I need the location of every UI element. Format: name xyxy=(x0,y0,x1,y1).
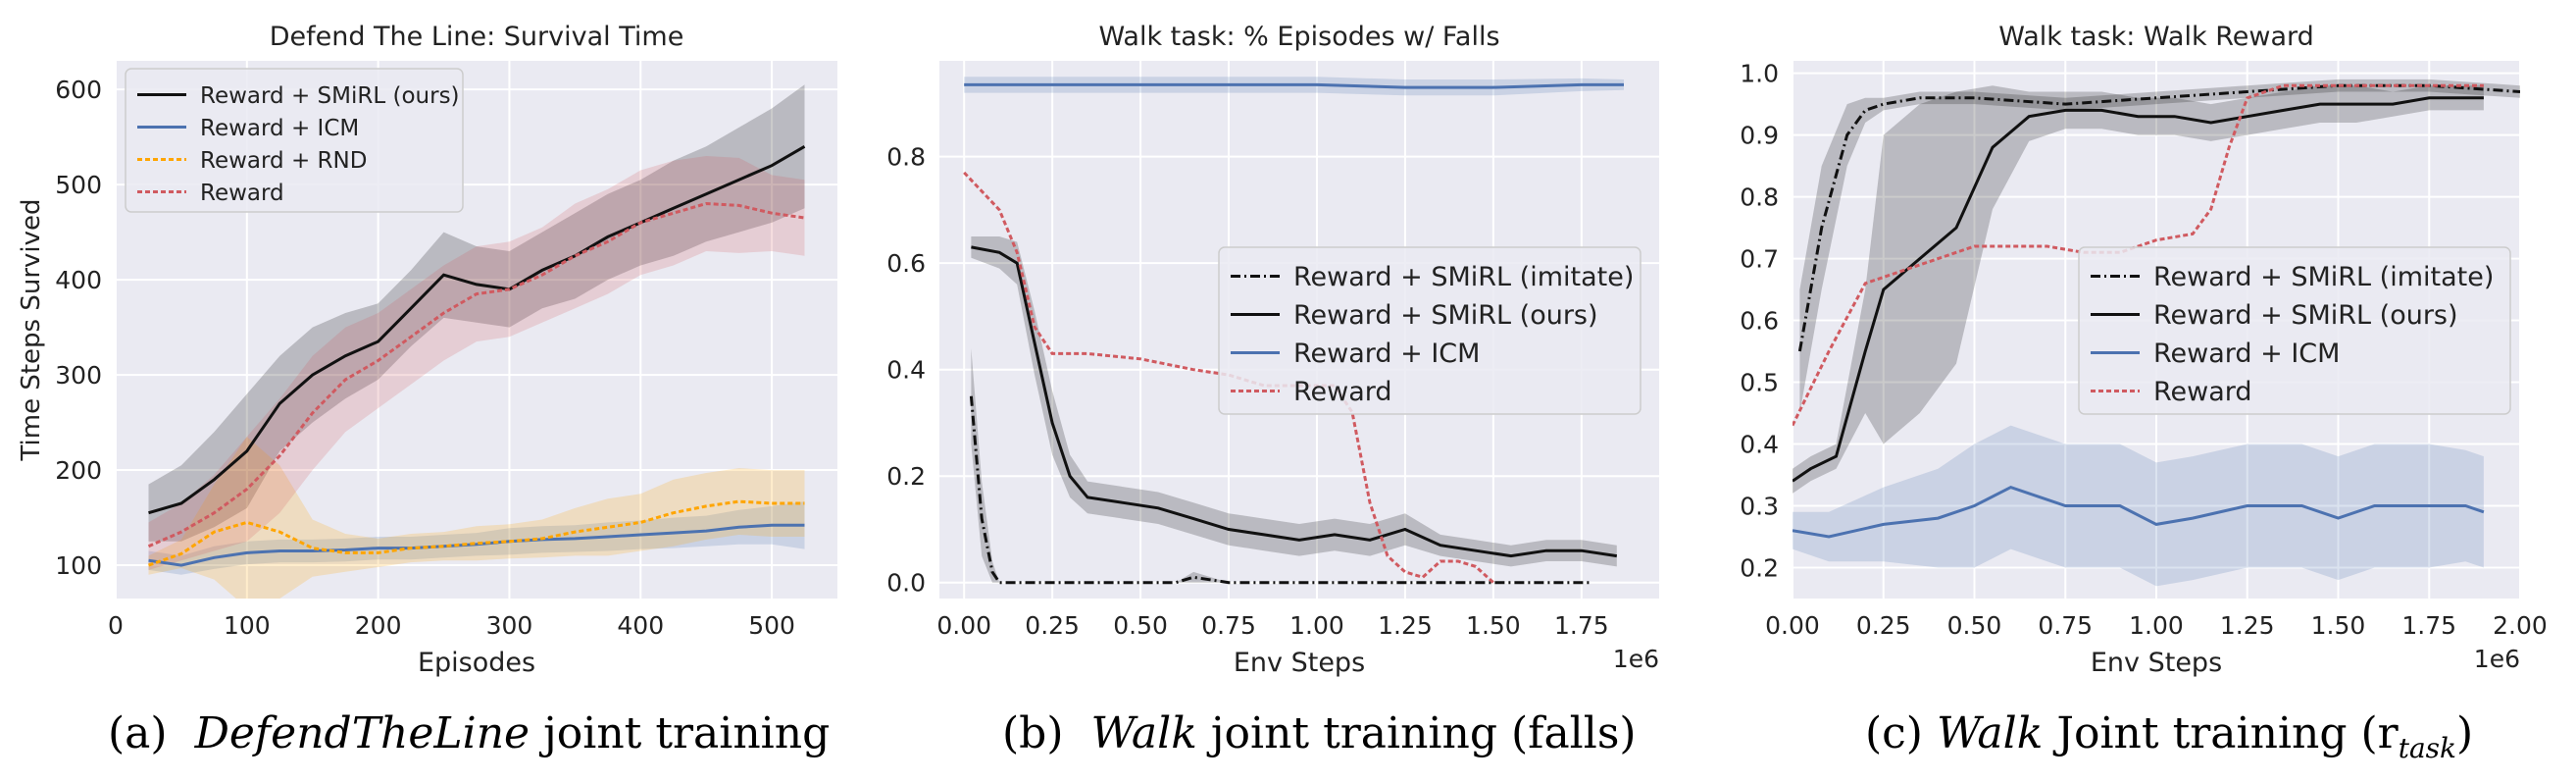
series-line xyxy=(148,499,805,567)
series-line xyxy=(964,82,1624,89)
legend-label: Reward + ICM xyxy=(2153,339,2340,369)
y-tick-label: 0.2 xyxy=(1740,554,1779,583)
y-axis-label: Time Steps Survived xyxy=(17,198,46,461)
confidence-band xyxy=(1793,425,2484,587)
x-tick-label: 0.75 xyxy=(1201,611,1256,640)
legend-label: Reward xyxy=(200,181,284,206)
y-tick-label: 0.6 xyxy=(886,249,926,278)
legend-label: Reward + SMiRL (imitate) xyxy=(1293,262,1634,292)
x-tick-label: 1.00 xyxy=(1289,611,1344,640)
legend-box xyxy=(2078,246,2511,415)
y-tick-label: 0.4 xyxy=(1740,431,1779,459)
y-tick-label: 0.8 xyxy=(1740,183,1779,212)
x-tick-label: 0.25 xyxy=(1025,611,1080,640)
x-tick-label: 0.00 xyxy=(936,611,991,640)
y-tick-label: 500 xyxy=(55,171,102,199)
confidence-band xyxy=(148,84,805,542)
legend-label: Reward + RND xyxy=(200,148,367,174)
legend-label: Reward + SMiRL (ours) xyxy=(200,83,460,109)
series-line xyxy=(1793,485,2485,539)
y-tick-label: 100 xyxy=(55,551,102,580)
confidence-band xyxy=(148,501,805,575)
legend-label: Reward + SMiRL (ours) xyxy=(1293,300,1598,331)
confidence-band xyxy=(1799,78,2520,414)
x-tick-label: 1.50 xyxy=(1466,611,1521,640)
x-tick-label: 1.25 xyxy=(1378,611,1433,640)
x-tick-label: 1.00 xyxy=(2129,611,2184,640)
x-axis-label: Env Steps xyxy=(1234,648,1365,678)
x-tick-label: 0.00 xyxy=(1765,611,1820,640)
y-tick-label: 0.5 xyxy=(1740,369,1779,397)
series-line xyxy=(969,395,1592,585)
legend: Reward + SMiRL (imitate) Reward + SMiRL (… xyxy=(2078,246,2511,415)
x-tick-label: 200 xyxy=(355,611,402,640)
legend-box xyxy=(1218,246,1642,415)
x-tick-label: 0.25 xyxy=(1856,611,1911,640)
legend-label: Reward xyxy=(1293,377,1392,407)
legend-label: Reward + ICM xyxy=(1293,339,1480,369)
x-tick-label: 0.50 xyxy=(1113,611,1168,640)
y-tick-label: 0.2 xyxy=(886,462,926,491)
y-tick-label: 0.7 xyxy=(1740,245,1779,274)
chart-title: Walk task: Walk Reward xyxy=(1998,22,2314,52)
legend: Reward + SMiRL (ours) Reward + ICM Reward … xyxy=(125,68,464,213)
confidence-band xyxy=(148,156,805,570)
x-multiplier-label: 1e6 xyxy=(1613,645,1659,673)
chart-title: Walk task: % Episodes w/ Falls xyxy=(1098,22,1499,52)
series-line xyxy=(1797,83,2520,352)
y-tick-label: 0.0 xyxy=(886,569,926,598)
series-group xyxy=(963,77,1624,585)
confidence-band xyxy=(148,437,805,599)
x-tick-label: 0.50 xyxy=(1947,611,2002,640)
x-tick-label: 100 xyxy=(224,611,271,640)
confidence-band xyxy=(1793,85,2484,494)
legend-label: Reward + ICM xyxy=(200,116,359,141)
y-tick-label: 0.9 xyxy=(1740,122,1779,150)
series-line xyxy=(1793,83,2484,427)
y-tick-label: 400 xyxy=(55,266,102,294)
legend: Reward + SMiRL (imitate) Reward + SMiRL (… xyxy=(1218,246,1642,415)
x-tick-label: 1.25 xyxy=(2220,611,2275,640)
x-tick-label: 0.75 xyxy=(2038,611,2093,640)
series-line xyxy=(148,145,806,515)
x-tick-label: 1.75 xyxy=(1554,611,1609,640)
chart-panel-1: 0 100 200 300 400 500 100 200 300 400 500 600 Defend… xyxy=(17,22,837,678)
caption-c: (c) Walk Joint training (rtask) xyxy=(1865,708,2474,764)
y-tick-label: 300 xyxy=(55,361,102,390)
series-line xyxy=(1793,96,2484,483)
y-tick-label: 200 xyxy=(55,456,102,485)
series-line xyxy=(148,523,805,567)
series-group xyxy=(1793,78,2520,587)
caption-b: (b) Walk joint training (falls) xyxy=(1002,708,1637,758)
x-axis-label: Env Steps xyxy=(2091,648,2222,678)
x-tick-label: 2.00 xyxy=(2493,611,2548,640)
y-tick-label: 600 xyxy=(55,76,102,104)
x-multiplier-label: 1e6 xyxy=(2474,645,2520,673)
chart-panel-3: 0.00 0.25 0.50 0.75 1.00 1.25 1.50 1.75 2.00 0.2 0… xyxy=(1740,22,2548,678)
legend-box xyxy=(125,68,464,213)
x-tick-label: 0 xyxy=(108,611,124,640)
series-line xyxy=(147,201,805,548)
caption-a: (a) DefendTheLine joint training xyxy=(108,708,831,758)
y-tick-label: 0.3 xyxy=(1740,493,1779,521)
chart-title: Defend The Line: Survival Time xyxy=(270,22,684,52)
series-group xyxy=(147,84,806,599)
legend-label: Reward xyxy=(2153,377,2252,407)
y-tick-label: 0.6 xyxy=(1740,307,1779,336)
x-tick-label: 1.75 xyxy=(2401,611,2456,640)
x-tick-label: 300 xyxy=(486,611,533,640)
series-line xyxy=(971,245,1618,558)
y-tick-label: 1.0 xyxy=(1740,60,1779,88)
legend-label: Reward + SMiRL (ours) xyxy=(2153,300,2458,331)
legend-label: Reward + SMiRL (imitate) xyxy=(2153,262,2494,292)
y-tick-label: 0.8 xyxy=(886,143,926,172)
chart-panel-2: 0.00 0.25 0.50 0.75 1.00 1.25 1.50 1.75 0.0 0.2 0.… xyxy=(886,22,1659,678)
x-tick-label: 400 xyxy=(617,611,664,640)
x-axis-label: Episodes xyxy=(418,648,535,678)
y-tick-label: 0.4 xyxy=(886,356,926,385)
x-tick-label: 500 xyxy=(748,611,795,640)
x-tick-label: 1.50 xyxy=(2311,611,2366,640)
